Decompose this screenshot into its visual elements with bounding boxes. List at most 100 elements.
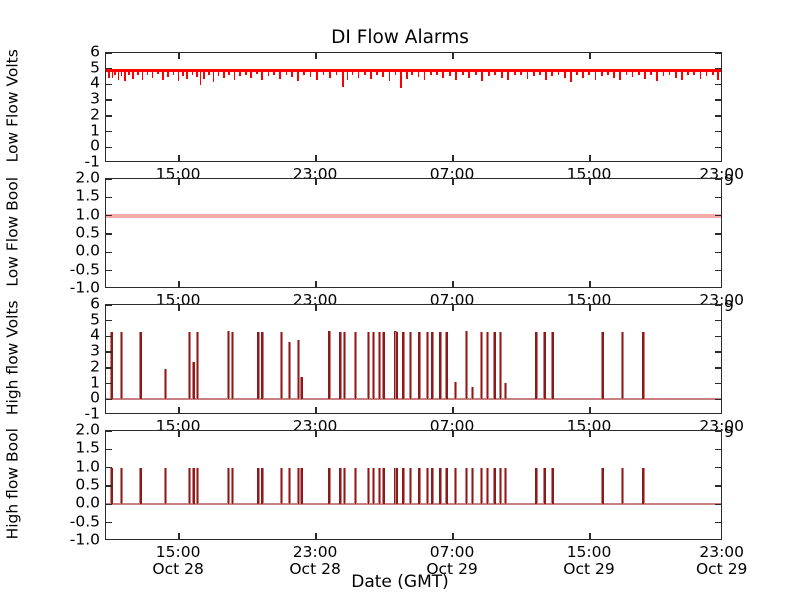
data-dip xyxy=(662,70,665,76)
data-dip xyxy=(273,70,275,75)
y-tick-labels-low-flow-bool: -1.0 -0.5 0.0 0.5 1.0 1.5 2.0 xyxy=(38,170,100,295)
chart-title: DI Flow Alarms xyxy=(331,27,469,48)
x-tick-mark xyxy=(589,281,591,287)
data-dip xyxy=(342,70,344,87)
data-dip xyxy=(208,70,211,76)
data-pulse xyxy=(192,361,195,400)
x-tick-mark xyxy=(452,179,454,185)
x-tick-mark xyxy=(452,155,454,161)
y-tick-mark xyxy=(715,53,721,54)
y-tick-label: 0 xyxy=(90,136,100,155)
y-tick-label: 3 xyxy=(90,341,100,360)
data-pulse xyxy=(431,467,433,505)
data-pulse xyxy=(445,467,448,505)
data-pulse xyxy=(602,467,604,505)
series-baseline-high-flow-bool xyxy=(106,502,721,505)
data-dip xyxy=(576,70,578,76)
data-dip xyxy=(322,70,325,75)
x-tick-mark xyxy=(452,305,454,311)
data-dip xyxy=(136,70,139,76)
data-pulse xyxy=(339,467,341,505)
data-dip xyxy=(233,70,236,80)
y-tick-mark xyxy=(715,196,721,198)
data-dip xyxy=(146,70,149,75)
data-pulse xyxy=(439,331,441,400)
data-dip xyxy=(644,70,646,80)
data-pulse xyxy=(535,331,538,400)
y-tick-mark xyxy=(106,382,112,385)
data-pulse xyxy=(499,467,502,505)
data-pulse xyxy=(343,467,346,505)
data-dip xyxy=(650,70,652,75)
series-baseline-low-flow-volts xyxy=(106,68,721,72)
data-dip xyxy=(693,70,696,75)
data-dip xyxy=(569,70,572,82)
corner-annotation: 9 xyxy=(724,423,734,441)
x-tick-mark xyxy=(178,155,180,161)
data-dip xyxy=(199,70,202,86)
x-tick-mark xyxy=(589,305,591,311)
y-tick-mark xyxy=(106,467,112,469)
data-pulse xyxy=(394,330,396,400)
data-pulse xyxy=(621,331,624,400)
x-tick-mark xyxy=(452,407,454,413)
data-pulse xyxy=(164,368,167,400)
y-tick-mark xyxy=(106,233,112,235)
data-pulse xyxy=(383,467,385,505)
x-tick-mark xyxy=(315,281,317,287)
y-tick-mark xyxy=(715,115,721,117)
y-tick-label: 0.0 xyxy=(75,241,100,260)
y-tick-labels-low-flow-volts: -1 0 1 2 3 4 5 6 xyxy=(38,44,100,169)
data-dip xyxy=(255,70,258,75)
data-pulse xyxy=(480,331,483,400)
data-dip xyxy=(449,70,451,76)
x-tick-mark xyxy=(452,533,454,539)
x-tick-mark xyxy=(589,53,591,59)
data-pulse xyxy=(261,331,264,400)
y-tick-label: 5 xyxy=(90,57,100,76)
y-tick-label: 5 xyxy=(90,309,100,328)
data-pulse xyxy=(139,467,142,505)
data-dip xyxy=(177,70,180,82)
x-tick-mark xyxy=(589,533,591,539)
data-pulse xyxy=(367,331,370,400)
data-dip xyxy=(123,70,126,82)
series-baseline-low-flow-bool xyxy=(106,214,721,219)
y-tick-mark xyxy=(715,485,721,487)
data-dip xyxy=(417,70,420,78)
data-dip xyxy=(297,70,299,82)
y-tick-label: 2.0 xyxy=(75,420,100,439)
data-pulse xyxy=(280,331,283,400)
x-tick-mark xyxy=(589,407,591,413)
data-pulse xyxy=(471,386,474,400)
data-pulse xyxy=(602,331,604,400)
plot-area-low-flow-bool xyxy=(106,179,721,287)
data-dip xyxy=(172,70,175,75)
data-pulse xyxy=(465,330,468,400)
y-tick-mark xyxy=(715,83,721,86)
x-tick-mark xyxy=(315,53,317,59)
x-tick-label: 23:00 Oct 29 xyxy=(695,543,748,578)
data-pulse xyxy=(120,331,123,400)
data-dip xyxy=(705,70,708,77)
data-pulse xyxy=(372,467,375,505)
subplot-high-flow-bool xyxy=(105,430,722,540)
x-tick-mark xyxy=(178,53,180,59)
y-tick-mark xyxy=(106,196,112,198)
data-dip xyxy=(462,70,464,75)
data-pulse xyxy=(465,467,468,505)
data-dip xyxy=(244,70,247,75)
y-tick-label: 1.5 xyxy=(75,186,100,205)
data-pulse xyxy=(372,331,375,400)
data-pulse xyxy=(257,331,259,400)
data-dip xyxy=(108,70,111,78)
data-pulse xyxy=(300,467,303,505)
data-dip xyxy=(212,70,215,82)
data-pulse xyxy=(120,467,123,505)
data-pulse xyxy=(395,331,398,400)
data-pulse xyxy=(504,382,507,400)
data-dip xyxy=(114,70,116,75)
y-tick-label: 3 xyxy=(90,89,100,108)
x-tick-mark xyxy=(452,431,454,437)
data-pulse xyxy=(544,467,546,505)
